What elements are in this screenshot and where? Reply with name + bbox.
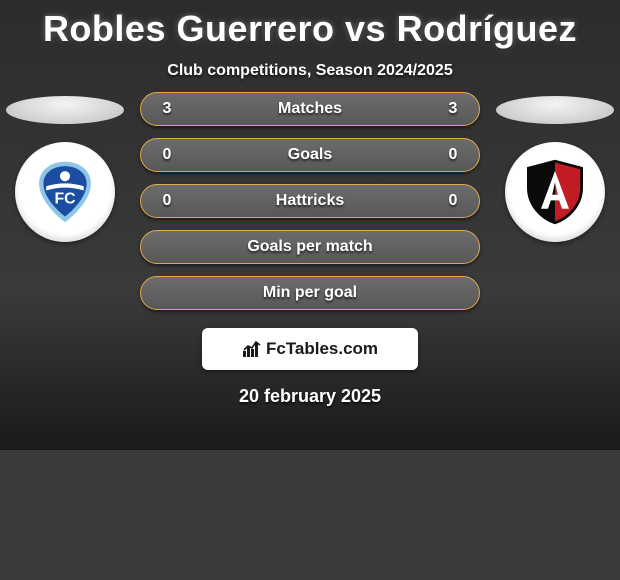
- attribution-box[interactable]: FcTables.com: [202, 328, 418, 370]
- stat-label: Hattricks: [276, 192, 344, 210]
- stat-row-min-per-goal: Min per goal: [140, 276, 480, 310]
- stat-left-value: 3: [157, 100, 177, 118]
- player-left-platform: [6, 96, 124, 124]
- stat-row-matches: 3 Matches 3: [140, 92, 480, 126]
- bars-icon: [242, 339, 262, 359]
- page-title: Robles Guerrero vs Rodríguez: [43, 8, 577, 50]
- stat-right-value: 0: [443, 146, 463, 164]
- stat-row-goals-per-match: Goals per match: [140, 230, 480, 264]
- stat-label: Min per goal: [263, 284, 357, 302]
- stat-label: Matches: [278, 100, 342, 118]
- team-badge-left: FC: [15, 142, 115, 242]
- stat-left-value: 0: [157, 192, 177, 210]
- stat-row-hattricks: 0 Hattricks 0: [140, 184, 480, 218]
- stat-rows: 3 Matches 3 0 Goals 0 0 Hattricks 0 Goal…: [140, 92, 480, 310]
- puebla-badge-icon: FC: [29, 156, 101, 228]
- footer-date: 20 february 2025: [239, 386, 381, 407]
- team-badge-right: [505, 142, 605, 242]
- page-subtitle: Club competitions, Season 2024/2025: [167, 62, 452, 80]
- empty-space: [0, 450, 620, 580]
- player-right-column: [496, 92, 614, 242]
- player-left-column: FC: [6, 92, 124, 242]
- player-right-platform: [496, 96, 614, 124]
- stat-label: Goals: [288, 146, 332, 164]
- atlas-badge-icon: [520, 157, 590, 227]
- stat-right-value: 0: [443, 192, 463, 210]
- stat-left-value: 0: [157, 146, 177, 164]
- comparison-body: FC 3 Matches 3 0: [0, 92, 620, 310]
- stat-row-goals: 0 Goals 0: [140, 138, 480, 172]
- svg-text:FC: FC: [54, 191, 75, 208]
- stat-label: Goals per match: [247, 238, 372, 256]
- comparison-card: Robles Guerrero vs Rodríguez Club compet…: [0, 0, 620, 450]
- attribution-text: FcTables.com: [266, 339, 378, 359]
- stat-right-value: 3: [443, 100, 463, 118]
